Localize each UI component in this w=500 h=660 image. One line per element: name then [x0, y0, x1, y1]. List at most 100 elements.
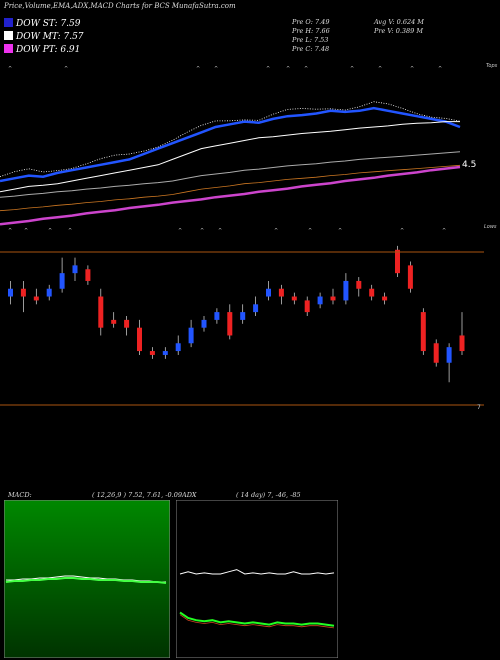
dow-pt: DOW PT: 6.91: [4, 44, 80, 55]
candle: [291, 292, 297, 305]
ema-line-0: [0, 106, 461, 183]
candle: [382, 292, 388, 305]
adx-neg-line: [179, 614, 335, 629]
candle-body: [33, 296, 39, 301]
macd-label: MACD:: [8, 491, 32, 499]
top-marker: ^: [410, 66, 414, 72]
candle-body: [407, 265, 413, 289]
low-marker: ^: [338, 228, 342, 234]
candle: [214, 308, 220, 324]
candle: [59, 257, 65, 293]
low-marker: ^: [200, 228, 204, 234]
candle: [20, 280, 26, 313]
candle-body: [433, 343, 439, 363]
candle: [137, 319, 142, 355]
top-marker: ^: [378, 66, 382, 72]
low-marker: ^: [24, 228, 28, 234]
top-marker: ^: [286, 66, 290, 72]
candle: [72, 257, 78, 281]
adx-di-line: [179, 611, 335, 627]
top-marker: ^: [64, 66, 68, 72]
candle: [407, 261, 413, 293]
candle-body: [201, 319, 207, 328]
candle-body: [356, 280, 362, 289]
adx-panel: [176, 500, 338, 658]
low-marker: ^: [308, 228, 312, 234]
candle-body: [46, 288, 52, 297]
candle: [433, 339, 439, 367]
ema-value-label: 4.5: [462, 160, 476, 170]
macd-signal-line: [5, 577, 167, 584]
low-marker: ^: [8, 228, 12, 234]
candle-body: [85, 269, 91, 281]
candle-body: [330, 296, 336, 301]
prev-high: Pre H: 7.66: [292, 27, 330, 35]
candle-body: [188, 327, 194, 344]
adx-label: ADX: [182, 491, 197, 499]
prev-close: Pre C: 7.48: [292, 45, 330, 53]
adx-background: [176, 500, 338, 658]
candle: [253, 296, 259, 316]
candle: [266, 280, 271, 301]
top-marker: ^: [304, 66, 308, 72]
low-marker: ^: [400, 228, 404, 234]
candle: [175, 335, 181, 355]
candle: [459, 312, 465, 355]
low-marker: ^: [48, 228, 52, 234]
low-marker: ^: [442, 228, 446, 234]
candle: [395, 245, 400, 278]
prev-open: Pre O: 7.49: [292, 18, 330, 26]
chart-title: Price,Volume,EMA,ADX,MACD Charts for BCS…: [4, 2, 236, 10]
prev-volume: Pre V: 0.389 M: [374, 27, 424, 35]
candle-body: [369, 288, 375, 297]
ema-line-1: [0, 121, 460, 193]
candle: [446, 343, 452, 383]
candle: [330, 288, 336, 305]
ema-line-dotted: [0, 101, 461, 178]
candle: [369, 284, 375, 301]
candle-body: [382, 296, 388, 301]
tops-label: Tops: [486, 63, 498, 69]
candle-body: [395, 249, 400, 274]
candle-body: [111, 319, 117, 324]
candle: [278, 284, 284, 305]
macd-panel: [4, 500, 170, 658]
candle: [85, 265, 91, 285]
top-marker: ^: [214, 66, 218, 72]
candle-body: [214, 312, 220, 320]
dow-pt-swatch: [4, 44, 13, 53]
candle-body: [149, 351, 155, 355]
candle-body: [291, 296, 297, 301]
top-marker: ^: [266, 66, 270, 72]
candle-body: [20, 288, 26, 297]
candle-body: [162, 351, 168, 355]
candle: [317, 292, 323, 309]
candle: [98, 288, 104, 336]
low-marker: ^: [68, 228, 72, 234]
ema-line-orange: [0, 164, 461, 212]
candle-body: [343, 280, 349, 301]
candle-body: [59, 273, 65, 289]
candle: [46, 284, 52, 301]
candle-body: [98, 296, 104, 328]
candle: [188, 319, 194, 348]
candle-body: [72, 265, 78, 274]
candle: [33, 288, 39, 305]
candle-body: [253, 304, 259, 313]
dow-mt: DOW MT: 7.57: [4, 31, 84, 42]
ema-line-3: [0, 165, 461, 226]
candle: [162, 347, 168, 359]
candle: [124, 316, 130, 336]
top-marker: ^: [8, 66, 12, 72]
low-marker: ^: [218, 228, 222, 234]
top-marker: ^: [196, 66, 200, 72]
candle-body: [420, 312, 426, 352]
lows-label: Lows: [484, 224, 497, 230]
candle-body: [317, 296, 323, 305]
main-chart: Tops Lows 4.5 7 ^ ^ ^ ^ ^ ^ ^ ^ ^ ^ ^ ^ ^ ^ ^ ^ ^ ^ ^ ^ ^ ^ ^: [0, 63, 498, 411]
candle: [420, 308, 426, 355]
candle: [201, 316, 207, 332]
candle: [111, 312, 117, 328]
candle-body: [459, 335, 465, 352]
price-marker: 7: [477, 404, 481, 411]
